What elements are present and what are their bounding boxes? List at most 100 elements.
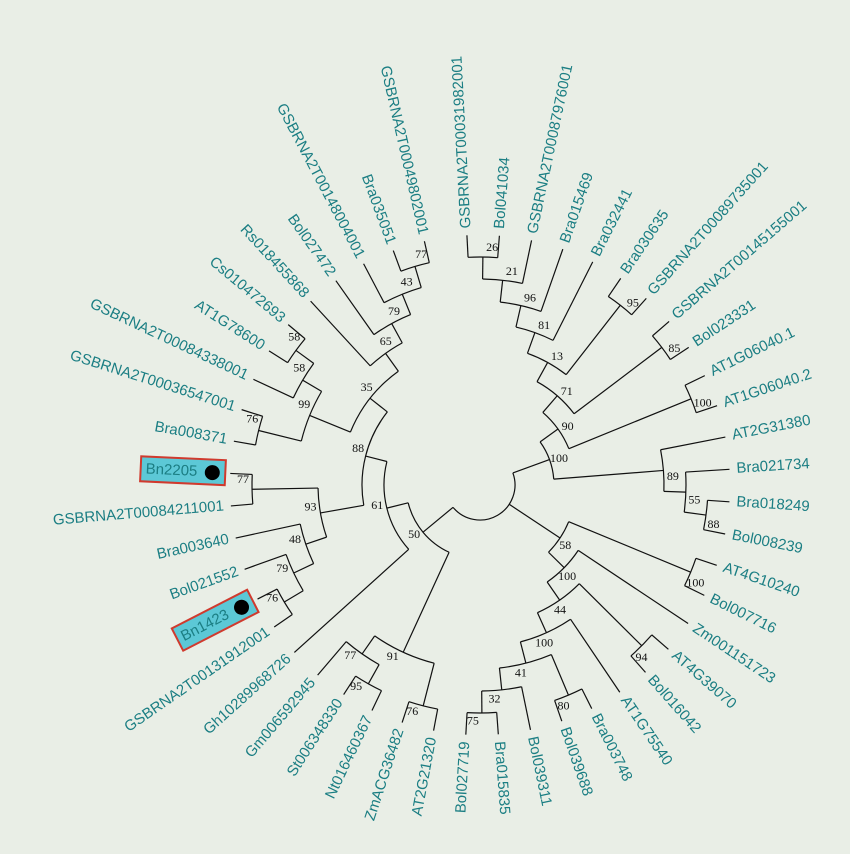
branch <box>414 266 422 288</box>
bootstrap-value: 44 <box>554 602 566 616</box>
branch <box>521 240 533 284</box>
branch <box>302 379 322 392</box>
branch <box>432 708 439 731</box>
branch-arc <box>520 618 571 643</box>
branch <box>521 686 532 730</box>
branch <box>241 409 263 417</box>
branch <box>317 641 347 676</box>
branch-arc <box>539 441 555 480</box>
branch-arc <box>254 416 264 446</box>
bootstrap-value: 79 <box>276 561 288 575</box>
branch <box>660 436 726 451</box>
bootstrap-value: 77 <box>237 472 249 486</box>
leaf-label-group: Bol041034 <box>491 157 514 230</box>
branch-arc <box>548 521 570 553</box>
branch <box>536 362 549 382</box>
leaf-label: Bol039311 <box>524 735 555 808</box>
leaf-label-group: Bn2205 <box>139 455 227 487</box>
branch <box>607 278 622 297</box>
leaf-label: Bol021552 <box>167 563 240 603</box>
branch <box>515 305 522 328</box>
leaf-label: GSBRNA2T00031982001 <box>448 56 474 229</box>
branch-arc <box>361 411 388 506</box>
bootstrap-value: 58 <box>293 360 305 374</box>
branch <box>548 551 565 569</box>
branch <box>284 590 304 603</box>
bootstrap-value: 65 <box>380 334 392 348</box>
branch <box>361 635 376 655</box>
leaf-label: Bn2205 <box>145 461 197 480</box>
leaf-label: Bra015469 <box>557 170 597 245</box>
branch <box>536 612 548 633</box>
branch <box>293 563 314 574</box>
branch <box>696 405 718 414</box>
branch-arc <box>546 550 579 583</box>
branch <box>386 502 409 509</box>
bootstrap-value: 90 <box>562 419 574 433</box>
branch <box>244 553 287 570</box>
leaf-label: Bol007716 <box>707 590 779 637</box>
leaf-label: Bra008371 <box>153 418 228 448</box>
branch-arc <box>500 301 542 312</box>
branch-arc <box>400 262 430 272</box>
bootstrap-value: 80 <box>557 699 569 713</box>
bootstrap-value: 93 <box>305 500 317 514</box>
branch <box>685 468 730 473</box>
branch <box>578 583 643 647</box>
branch <box>526 332 536 354</box>
branch <box>565 304 621 376</box>
branch <box>663 490 686 493</box>
bootstrap-value: 43 <box>401 275 413 289</box>
leaf-label: AT2G21320 <box>409 736 441 818</box>
leaf-label-group: Bra018249 <box>736 493 810 515</box>
leaf-label: Bra003640 <box>155 531 230 563</box>
branch <box>257 588 278 600</box>
branch <box>402 551 450 653</box>
leaf-label-group: Bol039311 <box>524 735 555 808</box>
bootstrap-value: 100 <box>550 451 568 465</box>
branch <box>570 618 621 693</box>
branch-arc <box>481 686 522 692</box>
leaf-label-group: Bol027719 <box>452 741 473 814</box>
leaf-label: Bra018249 <box>736 493 810 515</box>
branch-arc <box>542 411 570 449</box>
leaf-label-group: Bol008239 <box>730 527 804 558</box>
branch <box>367 664 380 685</box>
branch-arc <box>684 384 697 413</box>
bootstrap-value: 96 <box>524 290 536 304</box>
branch <box>363 263 385 303</box>
branch <box>230 472 253 476</box>
bootstrap-value: 91 <box>387 649 399 663</box>
leaf-label-group: Bra015469 <box>557 170 597 245</box>
branch-arc <box>383 286 422 304</box>
leaf-label: AT1G06040.2 <box>721 366 814 411</box>
branch <box>287 324 306 340</box>
branch <box>258 429 302 442</box>
bootstrap-value: 76 <box>246 411 258 425</box>
branch <box>703 529 726 535</box>
branch <box>235 523 301 539</box>
branch-arc <box>317 488 328 538</box>
leaf-label: Bra021734 <box>736 455 810 477</box>
branch <box>392 250 402 272</box>
branch <box>465 712 468 735</box>
branch <box>542 395 558 413</box>
leaf-label: GSBRNA2T00084211001 <box>52 498 224 529</box>
branch <box>568 398 692 450</box>
branch-arc <box>607 296 633 316</box>
branch <box>496 712 499 735</box>
branch <box>253 378 294 399</box>
branch <box>651 634 669 650</box>
branch <box>577 549 689 625</box>
branch-arc <box>452 472 516 521</box>
leaf-label-group: Bra008371 <box>153 418 228 448</box>
branch <box>335 280 375 335</box>
branch <box>670 346 690 360</box>
bootstrap-value: 55 <box>688 492 700 506</box>
branch <box>497 235 500 258</box>
branch-arc <box>374 635 435 664</box>
highlight-dot <box>234 599 250 615</box>
bootstrap-value: 88 <box>352 441 364 455</box>
branch <box>466 235 469 258</box>
